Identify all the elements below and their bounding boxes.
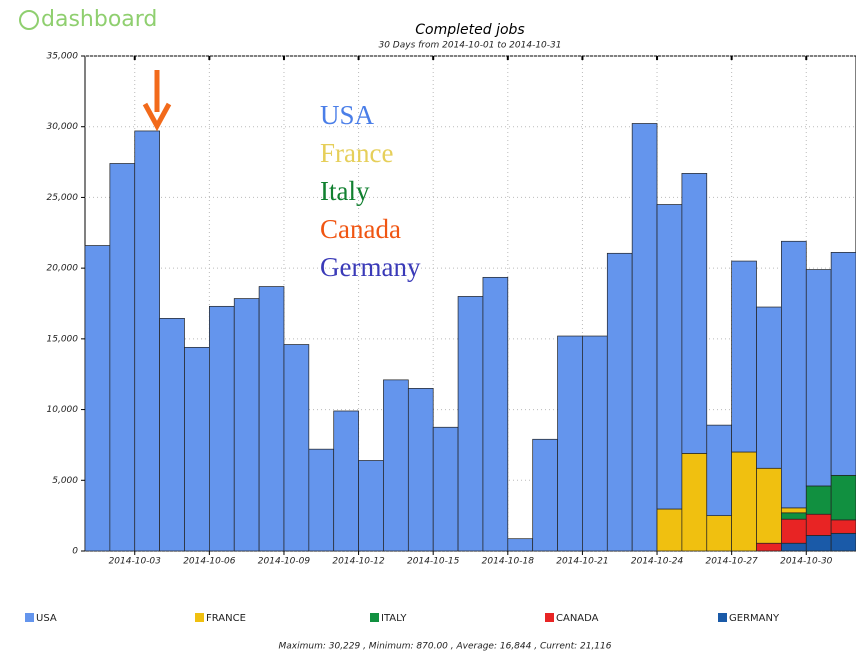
y-tick-label: 5,000 [52, 476, 78, 486]
legend-swatch [370, 613, 379, 622]
footer-stats: Maximum: 30,229 , Minimum: 870.00 , Aver… [279, 642, 612, 652]
bar-segment [805, 535, 832, 552]
bar-segment [781, 542, 807, 552]
x-tick-label: 2014-10-18 [482, 557, 535, 567]
bar-segment [283, 344, 310, 552]
y-tick-label: 35,000 [47, 52, 79, 62]
bar-segment [805, 269, 832, 487]
plot [84, 55, 856, 552]
bar-segment [432, 426, 459, 552]
bar-segment [781, 240, 807, 509]
bar-segment [557, 335, 583, 552]
x-tick-label: 2014-10-12 [332, 557, 385, 567]
x-tick-label: 2014-10-21 [556, 557, 608, 567]
x-tick-label: 2014-10-27 [705, 557, 758, 567]
logo: dashboard [19, 7, 157, 32]
bar-segment [631, 123, 658, 552]
bar-segment [706, 424, 732, 516]
bar-segment [756, 467, 782, 544]
logo-text: dashboard [41, 7, 157, 32]
x-tick-label: 2014-10-30 [780, 557, 833, 567]
bar-segment [482, 276, 509, 552]
legend-label: USA [36, 613, 57, 624]
bar-segment [830, 252, 856, 476]
bar-segment [209, 305, 235, 552]
y-tick-label: 15,000 [47, 334, 79, 344]
bar-segment [383, 379, 409, 552]
bar-segment [532, 438, 558, 552]
x-tick-label: 2014-10-24 [631, 557, 684, 567]
arrow-head [142, 102, 172, 132]
legend-label: FRANCE [206, 613, 246, 624]
bar-segment [507, 538, 534, 552]
bar-segment [731, 451, 757, 552]
chart-title: Completed jobs [415, 22, 524, 38]
bar-segment [656, 204, 683, 510]
bar-segment [333, 410, 359, 552]
annotation: USA [320, 100, 375, 130]
y-tick-label: 30,000 [47, 122, 79, 132]
bar-segment [805, 485, 832, 515]
bar-segment [681, 453, 708, 552]
bar-segment [781, 512, 807, 520]
bar-segment [233, 298, 260, 552]
bar-segment [805, 513, 832, 536]
bar-segment [731, 260, 757, 453]
bar-segment [681, 173, 708, 454]
bar-segment [258, 286, 285, 552]
annotation: Italy [320, 176, 370, 206]
legend-swatch [195, 613, 204, 622]
x-tick-label: 2014-10-06 [183, 557, 236, 567]
y-tick-label: 0 [72, 547, 78, 557]
bar-segment [407, 388, 434, 552]
x-tick-label: 2014-10-03 [109, 557, 162, 567]
bar-segment [756, 306, 782, 469]
legend-label: ITALY [381, 613, 407, 624]
bar-segment [134, 130, 160, 552]
bar-segment [656, 508, 683, 552]
annotation: Canada [320, 214, 401, 244]
y-tick-label: 20,000 [47, 264, 79, 274]
legend-label: CANADA [556, 613, 599, 624]
bar-segment [781, 518, 807, 544]
bar-segment [159, 318, 185, 552]
bar-segment [582, 335, 608, 552]
legend-swatch [25, 613, 34, 622]
bar-segment [308, 448, 335, 552]
bar-segment [781, 507, 807, 514]
y-tick-label: 25,000 [47, 193, 79, 203]
bar-segment [830, 532, 856, 552]
x-tick-label: 2014-10-15 [407, 557, 460, 567]
bar-segment [84, 245, 111, 552]
logo-icon [19, 10, 39, 30]
bar-segment [706, 515, 732, 552]
annotation: Germany [320, 252, 421, 282]
bar-segment [457, 296, 484, 552]
x-tick-label: 2014-10-09 [258, 557, 311, 567]
arrow [142, 70, 172, 132]
legend-swatch [718, 613, 727, 622]
bar-segment [756, 542, 782, 552]
bar-segment [830, 474, 856, 521]
chart-subtitle: 30 Days from 2014-10-01 to 2014-10-31 [378, 41, 561, 51]
bar-segment [606, 252, 633, 552]
bar-segment [109, 163, 136, 552]
legend-label: GERMANY [729, 613, 780, 624]
bar-segment [830, 519, 856, 534]
bar-segment [358, 460, 384, 552]
legend-swatch [545, 613, 554, 622]
annotation: France [320, 138, 393, 168]
y-tick-label: 10,000 [47, 405, 79, 415]
bar-segment [184, 346, 210, 552]
